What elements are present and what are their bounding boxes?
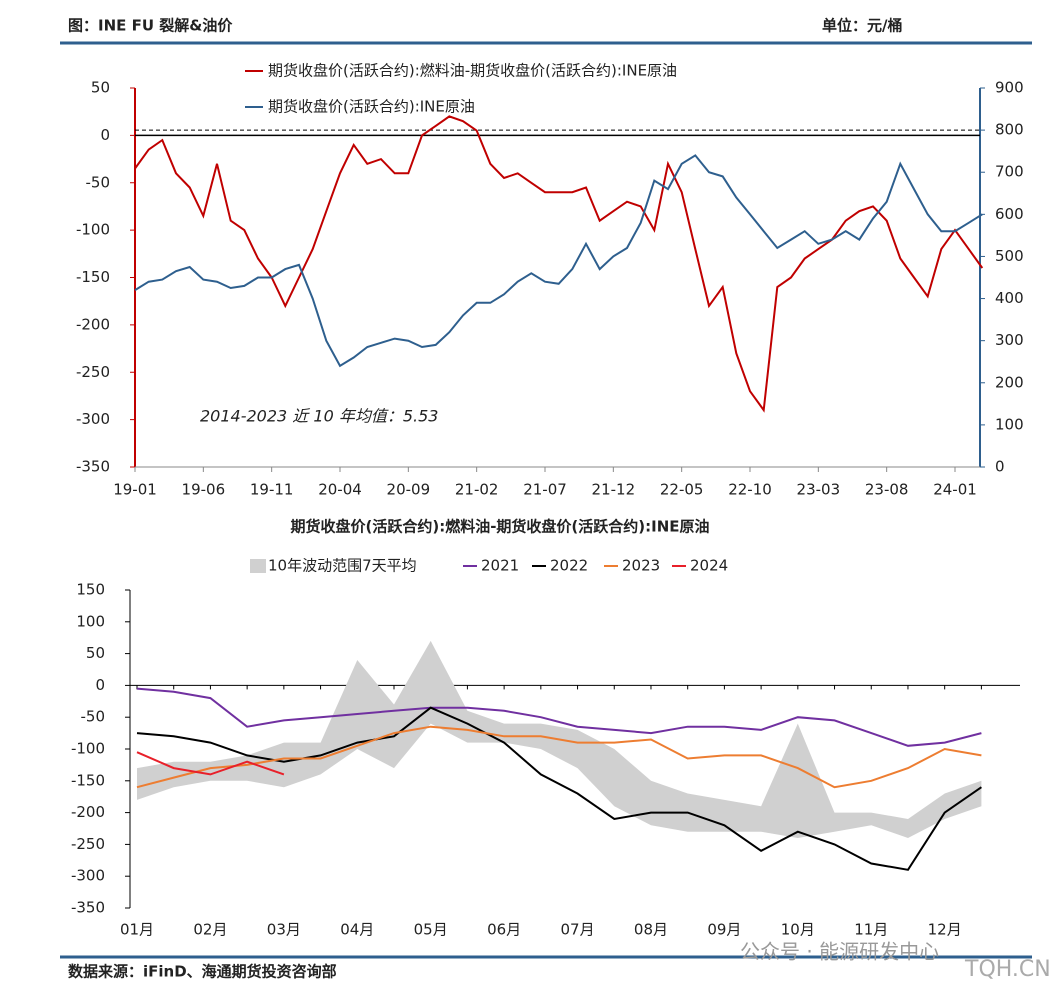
legend-label: 期货收盘价(活跃合约):燃料油-期货收盘价(活跃合约):INE原油 [268, 62, 677, 80]
x-tick-label: 19-06 [182, 481, 226, 499]
x-tick-label: 19-11 [250, 481, 294, 499]
x-tick-label: 21-12 [592, 481, 636, 499]
y-tick-label: -50 [86, 173, 111, 191]
y-tick-label: -300 [71, 867, 105, 885]
legend-label: 2022 [550, 557, 588, 575]
x-tick-label: 21-07 [523, 481, 567, 499]
legend-label: 10年波动范围7天平均 [268, 557, 417, 575]
header-unit: 单位：元/桶 [822, 17, 902, 35]
y-tick-label: -250 [71, 835, 105, 853]
x-tick-label: 01月 [120, 921, 154, 939]
y2-tick-label: 400 [995, 289, 1024, 307]
y-tick-label: 50 [91, 79, 110, 97]
legend-label: 2021 [481, 557, 519, 575]
x-tick-label: 23-03 [797, 481, 841, 499]
watermark: 公众号 · 能源研发中心 [740, 940, 939, 964]
line-series [136, 706, 982, 871]
y2-tick-label: 100 [995, 415, 1024, 433]
x-tick-label: 11月 [854, 921, 888, 939]
y-tick-label: 0 [100, 126, 110, 144]
x-tick-label: 08月 [634, 921, 668, 939]
x-tick-label: 12月 [928, 921, 962, 939]
annotation: 2014-2023 近 10 年均值：5.53 [200, 407, 438, 426]
y-tick-label: 150 [76, 581, 105, 599]
x-tick-label: 21-02 [455, 481, 499, 499]
y-tick-label: -350 [71, 899, 105, 917]
y2-tick-label: 200 [995, 373, 1024, 391]
x-tick-label: 02月 [193, 921, 227, 939]
x-tick-label: 23-08 [865, 481, 909, 499]
x-tick-label: 20-04 [318, 481, 362, 499]
line-series [134, 115, 984, 413]
legend-label: 2023 [622, 557, 660, 575]
header-title: 图：INE FU 裂解&油价 [68, 17, 233, 35]
legend-label: 期货收盘价(活跃合约):INE原油 [268, 98, 475, 116]
y-tick-label: -250 [76, 363, 110, 381]
x-tick-label: 20-09 [387, 481, 431, 499]
line-series [134, 154, 983, 368]
y-tick-label: -200 [71, 803, 105, 821]
line-series [136, 725, 982, 789]
y2-tick-label: 500 [995, 247, 1024, 265]
y2-tick-label: 800 [995, 121, 1024, 139]
x-tick-label: 04月 [340, 921, 374, 939]
y-tick-label: 50 [86, 644, 105, 662]
y-tick-label: -50 [81, 708, 106, 726]
y-tick-label: -300 [76, 410, 110, 428]
x-tick-label: 19-01 [113, 481, 157, 499]
x-tick-label: 24-01 [933, 481, 977, 499]
y2-tick-label: 900 [995, 79, 1024, 97]
y-tick-label: -100 [76, 221, 110, 239]
watermark: TQH.CN [964, 957, 1051, 982]
x-tick-label: 03月 [267, 921, 301, 939]
y-tick-label: 100 [76, 612, 105, 630]
y-tick-label: -100 [71, 740, 105, 758]
y2-tick-label: 0 [995, 458, 1005, 476]
legend-swatch [250, 559, 266, 573]
footer-source: 数据来源：iFinD、海通期货投资咨询部 [68, 963, 337, 981]
x-tick-label: 05月 [414, 921, 448, 939]
x-tick-label: 07月 [561, 921, 595, 939]
line-series [136, 687, 982, 747]
x-tick-label: 06月 [487, 921, 521, 939]
x-tick-label: 22-10 [728, 481, 772, 499]
y-tick-label: 0 [95, 676, 105, 694]
y2-tick-label: 600 [995, 205, 1024, 223]
y2-tick-label: 300 [995, 331, 1024, 349]
chart-title: 期货收盘价(活跃合约):燃料油-期货收盘价(活跃合约):INE原油 [290, 518, 709, 536]
y-tick-label: -200 [76, 315, 110, 333]
x-tick-label: 09月 [707, 921, 741, 939]
x-tick-label: 22-05 [660, 481, 704, 499]
y-tick-label: -150 [76, 268, 110, 286]
y-tick-label: -150 [71, 771, 105, 789]
y2-tick-label: 700 [995, 163, 1024, 181]
legend-label: 2024 [690, 557, 728, 575]
y-tick-label: -350 [76, 458, 110, 476]
line-series [136, 751, 285, 776]
x-tick-label: 10月 [781, 921, 815, 939]
